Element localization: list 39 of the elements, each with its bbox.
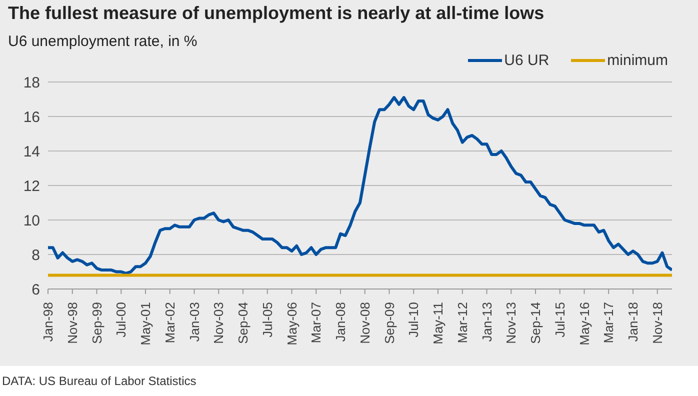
x-tick-label: Jan-03 (186, 302, 202, 342)
y-tick-label: 12 (23, 178, 40, 195)
x-tick-label: Nov-98 (64, 302, 80, 344)
x-tick-label: Sep-14 (528, 302, 543, 344)
y-tick-label: 14 (23, 143, 40, 160)
x-tick-label: Jan-13 (479, 302, 494, 342)
x-tick-label: Mar-07 (308, 302, 324, 344)
x-tick-label: Jul-05 (260, 302, 275, 338)
x-tick-label: Jan-98 (40, 302, 56, 342)
y-tick-label: 18 (23, 74, 40, 92)
x-tick-label: Mar-17 (601, 302, 616, 344)
x-tick-label: May-06 (284, 302, 300, 346)
x-tick-label: Sep-04 (236, 302, 250, 344)
x-tick-label: Jul-10 (406, 302, 422, 338)
chart-subtitle: U6 unemployment rate, in % (8, 33, 198, 50)
line-series (48, 96, 672, 275)
y-tick-label: 6 (32, 281, 40, 298)
x-tick-label: Jan-18 (626, 302, 640, 342)
x-tick-label: Jul-15 (552, 302, 568, 338)
x-tick-label: Jul-00 (114, 302, 129, 338)
x-tick-label: Nov-13 (504, 302, 519, 344)
x-tick-label: May-01 (138, 302, 153, 346)
x-tick-label: Mar-12 (454, 302, 470, 344)
y-tick-label: 16 (23, 108, 40, 126)
chart-title: The fullest measure of unemployment is nearly at all-time lows (8, 3, 544, 24)
x-tick-label: Mar-02 (162, 302, 178, 344)
legend-label: minimum (607, 52, 668, 69)
legend-label: U6 UR (504, 52, 550, 69)
x-tick-label: Nov-08 (357, 302, 372, 344)
x-tick-label: May-11 (430, 302, 446, 344)
x-tick-label: Jan-08 (333, 302, 348, 342)
y-tick-label: 8 (32, 246, 40, 264)
x-tick-label: May-16 (576, 302, 592, 346)
x-tick-label: Nov-18 (650, 302, 665, 344)
y-tick-label: 10 (23, 212, 40, 230)
x-tick-label: Nov-03 (211, 302, 226, 344)
x-tick-label: Sep-99 (89, 302, 104, 344)
x-tick-label: Sep-09 (382, 302, 397, 344)
text: DATA: US Bureau of Labor Statistics (2, 374, 196, 388)
